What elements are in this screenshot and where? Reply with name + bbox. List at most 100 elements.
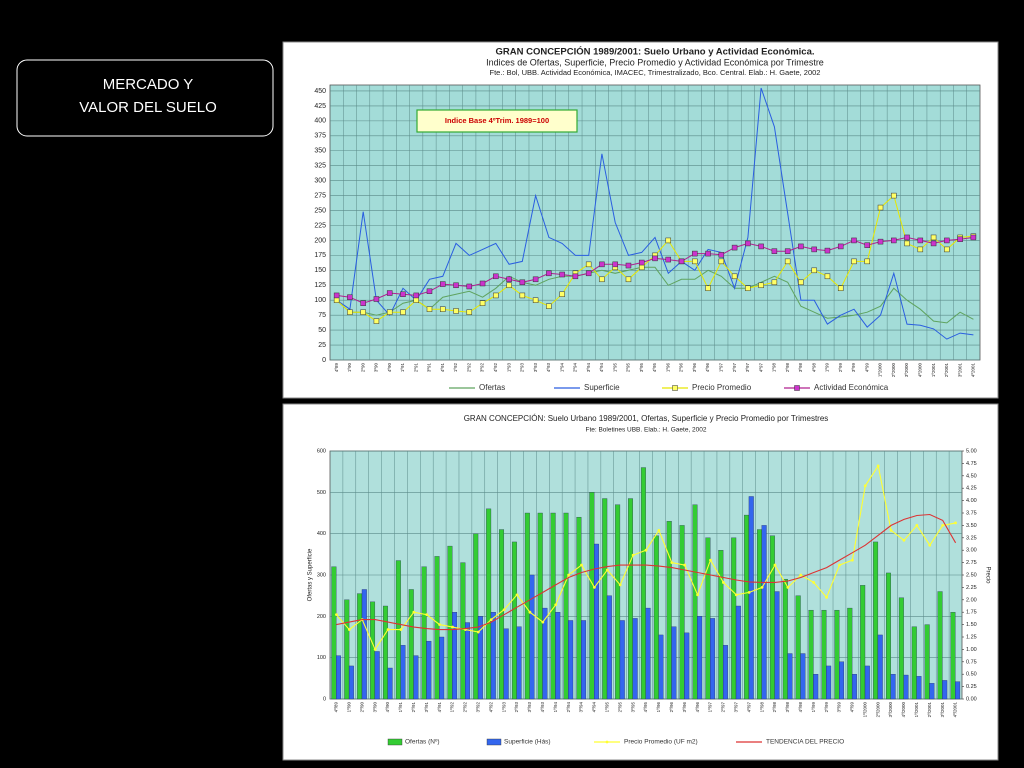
bar [860, 585, 866, 700]
marker [731, 273, 738, 280]
bar [898, 597, 904, 700]
x-tick-label: 3º/95 [630, 702, 635, 713]
x-tick-label: 3º/94 [579, 702, 584, 713]
marker [657, 528, 661, 532]
marker [709, 558, 712, 562]
x-tick-label: 1º90 [347, 363, 352, 373]
x-tick-label: 3º/92 [476, 702, 481, 713]
marker [373, 296, 380, 302]
y2-tick-label: 1.00 [966, 647, 977, 653]
marker [904, 240, 910, 247]
marker [863, 484, 867, 488]
bar [847, 607, 853, 700]
x-tick-label: 2º/94 [566, 702, 571, 713]
bar [839, 661, 845, 700]
x-tick-label: 2º/98 [772, 702, 777, 713]
marker [479, 300, 486, 306]
bar [821, 609, 827, 700]
legend-swatch [387, 738, 403, 746]
marker [954, 521, 957, 525]
bar [589, 492, 595, 700]
bar [421, 566, 427, 700]
marker [489, 618, 493, 622]
marker [670, 561, 674, 564]
bar [615, 504, 621, 700]
marker [572, 273, 579, 280]
x-tick-label: 4º2001 [971, 363, 976, 378]
bar [439, 636, 445, 700]
x-tick-label: 4º99 [864, 363, 869, 373]
marker [347, 628, 351, 631]
y-tick-label: 100 [317, 655, 326, 661]
x-tick-label: 3º94 [586, 363, 591, 373]
marker [917, 237, 924, 244]
bar [382, 605, 388, 700]
marker [502, 608, 506, 612]
x-tick-label: 4º/94 [592, 702, 597, 713]
y2-tick-label: 2.00 [966, 597, 977, 603]
marker [930, 240, 937, 247]
bar [782, 578, 788, 700]
bar [537, 512, 543, 700]
marker [889, 528, 893, 532]
marker [799, 573, 803, 577]
marker [506, 282, 512, 289]
x-tick-label: 4º91 [440, 363, 445, 373]
marker [373, 318, 380, 324]
bar [452, 612, 458, 700]
marker [453, 308, 459, 314]
bar [955, 681, 961, 700]
bar [929, 683, 935, 700]
marker [771, 279, 778, 286]
y2-tick-label: 2.25 [966, 585, 977, 591]
bar [795, 595, 801, 700]
x-tick-label: 1º94 [559, 363, 564, 373]
y2-tick-label: 0.50 [966, 672, 977, 678]
bar [465, 622, 470, 700]
y-tick-label: 175 [314, 252, 326, 259]
bar [594, 543, 599, 700]
bar [640, 467, 646, 700]
y2-tick-label: 2.75 [966, 560, 977, 566]
marker [798, 279, 804, 286]
marker [877, 238, 884, 245]
marker [683, 563, 687, 567]
y-tick-label: 225 [314, 222, 326, 229]
legend-label: Precio Promedio (UF m2) [624, 739, 698, 746]
bar [426, 640, 432, 700]
x-tick-label: 1º/96 [656, 702, 661, 713]
marker [515, 593, 519, 597]
chart-subtitle: Indices de Ofertas, Superficie, Precio P… [486, 57, 824, 67]
y-tick-label: 0 [322, 357, 326, 364]
marker [798, 243, 804, 250]
marker [453, 282, 459, 289]
marker [644, 548, 648, 552]
bar [477, 616, 483, 700]
bar [826, 665, 832, 700]
bar [873, 541, 879, 700]
x-tick-label: 4º92 [493, 363, 498, 373]
y2-tick-label: 1.50 [966, 622, 977, 628]
bar [735, 605, 741, 700]
marker [360, 300, 366, 306]
marker [618, 583, 622, 587]
marker [891, 192, 897, 199]
chart-title: GRAN CONCEPCIÓN 1989/2001: Suelo Urbano … [495, 46, 814, 58]
bar [344, 599, 350, 700]
marker [546, 303, 552, 309]
x-tick-label: 3º/2000 [888, 702, 893, 718]
legend-label: Actividad Económica [814, 383, 889, 392]
x-tick-label: 4º/2000 [901, 702, 906, 718]
y-tick-label: 75 [318, 312, 326, 319]
marker [864, 258, 870, 265]
x-tick-label: 1º2000 [878, 363, 883, 378]
x-tick-label: 3º98 [798, 363, 803, 373]
marker [554, 603, 558, 607]
x-tick-label: 4º/98 [798, 702, 803, 713]
x-tick-label: 2º92 [466, 363, 471, 373]
x-tick-label: 2º/2001 [927, 702, 932, 718]
bar [774, 591, 780, 700]
bar [499, 529, 505, 700]
x-tick-label: 1º98 [772, 363, 777, 373]
x-tick-label: 2º94 [573, 363, 578, 373]
